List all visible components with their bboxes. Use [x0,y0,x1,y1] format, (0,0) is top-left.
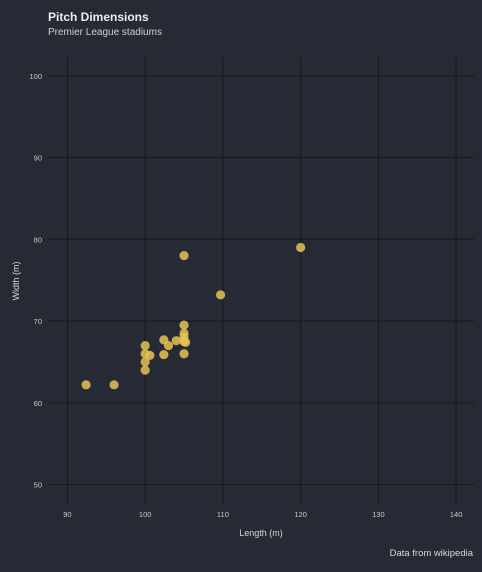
y-tick-label: 60 [34,399,42,408]
x-axis-label: Length (m) [239,528,283,538]
data-point [179,320,189,330]
y-axis-label: Width (m) [11,262,21,301]
data-point [145,350,155,360]
chart-subtitle: Premier League stadiums [48,27,162,38]
data-point [179,328,189,338]
y-tick-label: 90 [34,154,42,163]
data-point [171,336,181,346]
y-tick-label: 50 [34,481,42,490]
chart-title: Pitch Dimensions [48,10,149,24]
data-point [140,340,150,351]
data-point [109,380,119,390]
data-point [163,340,174,351]
x-tick-label: 90 [63,510,71,519]
x-tick-label: 110 [217,510,229,519]
data-point [180,337,191,347]
data-point [215,290,226,300]
data-point [179,251,189,261]
x-tick-label: 120 [294,510,307,519]
y-tick-label: 70 [34,317,42,326]
x-tick-label: 140 [450,510,463,519]
y-tick-label: 100 [29,72,42,81]
x-tick-label: 130 [372,510,385,519]
data-point [296,242,306,253]
x-tick-label: 100 [139,510,152,519]
x-tick-labels: 90 100 110 120 130 140 [63,510,462,519]
grid-lines [48,57,474,505]
chart-caption: Data from wikipedia [389,548,473,559]
data-point [159,349,169,360]
data-point [140,365,150,375]
data-points [81,242,306,390]
y-tick-label: 80 [34,235,42,244]
y-tick-labels: 50 60 70 80 90 100 [29,72,42,490]
data-point [81,380,91,390]
data-point [140,357,150,367]
data-point [179,349,189,359]
